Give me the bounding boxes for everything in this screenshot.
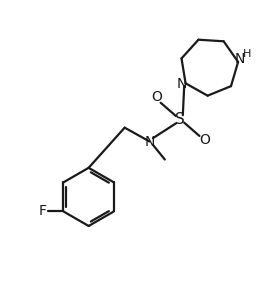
Text: H: H	[243, 49, 251, 59]
Text: S: S	[175, 112, 185, 127]
Text: N: N	[234, 52, 245, 66]
Text: N: N	[176, 77, 187, 91]
Text: F: F	[39, 204, 47, 218]
Text: N: N	[144, 134, 155, 149]
Text: O: O	[199, 133, 210, 147]
Text: O: O	[152, 90, 163, 104]
